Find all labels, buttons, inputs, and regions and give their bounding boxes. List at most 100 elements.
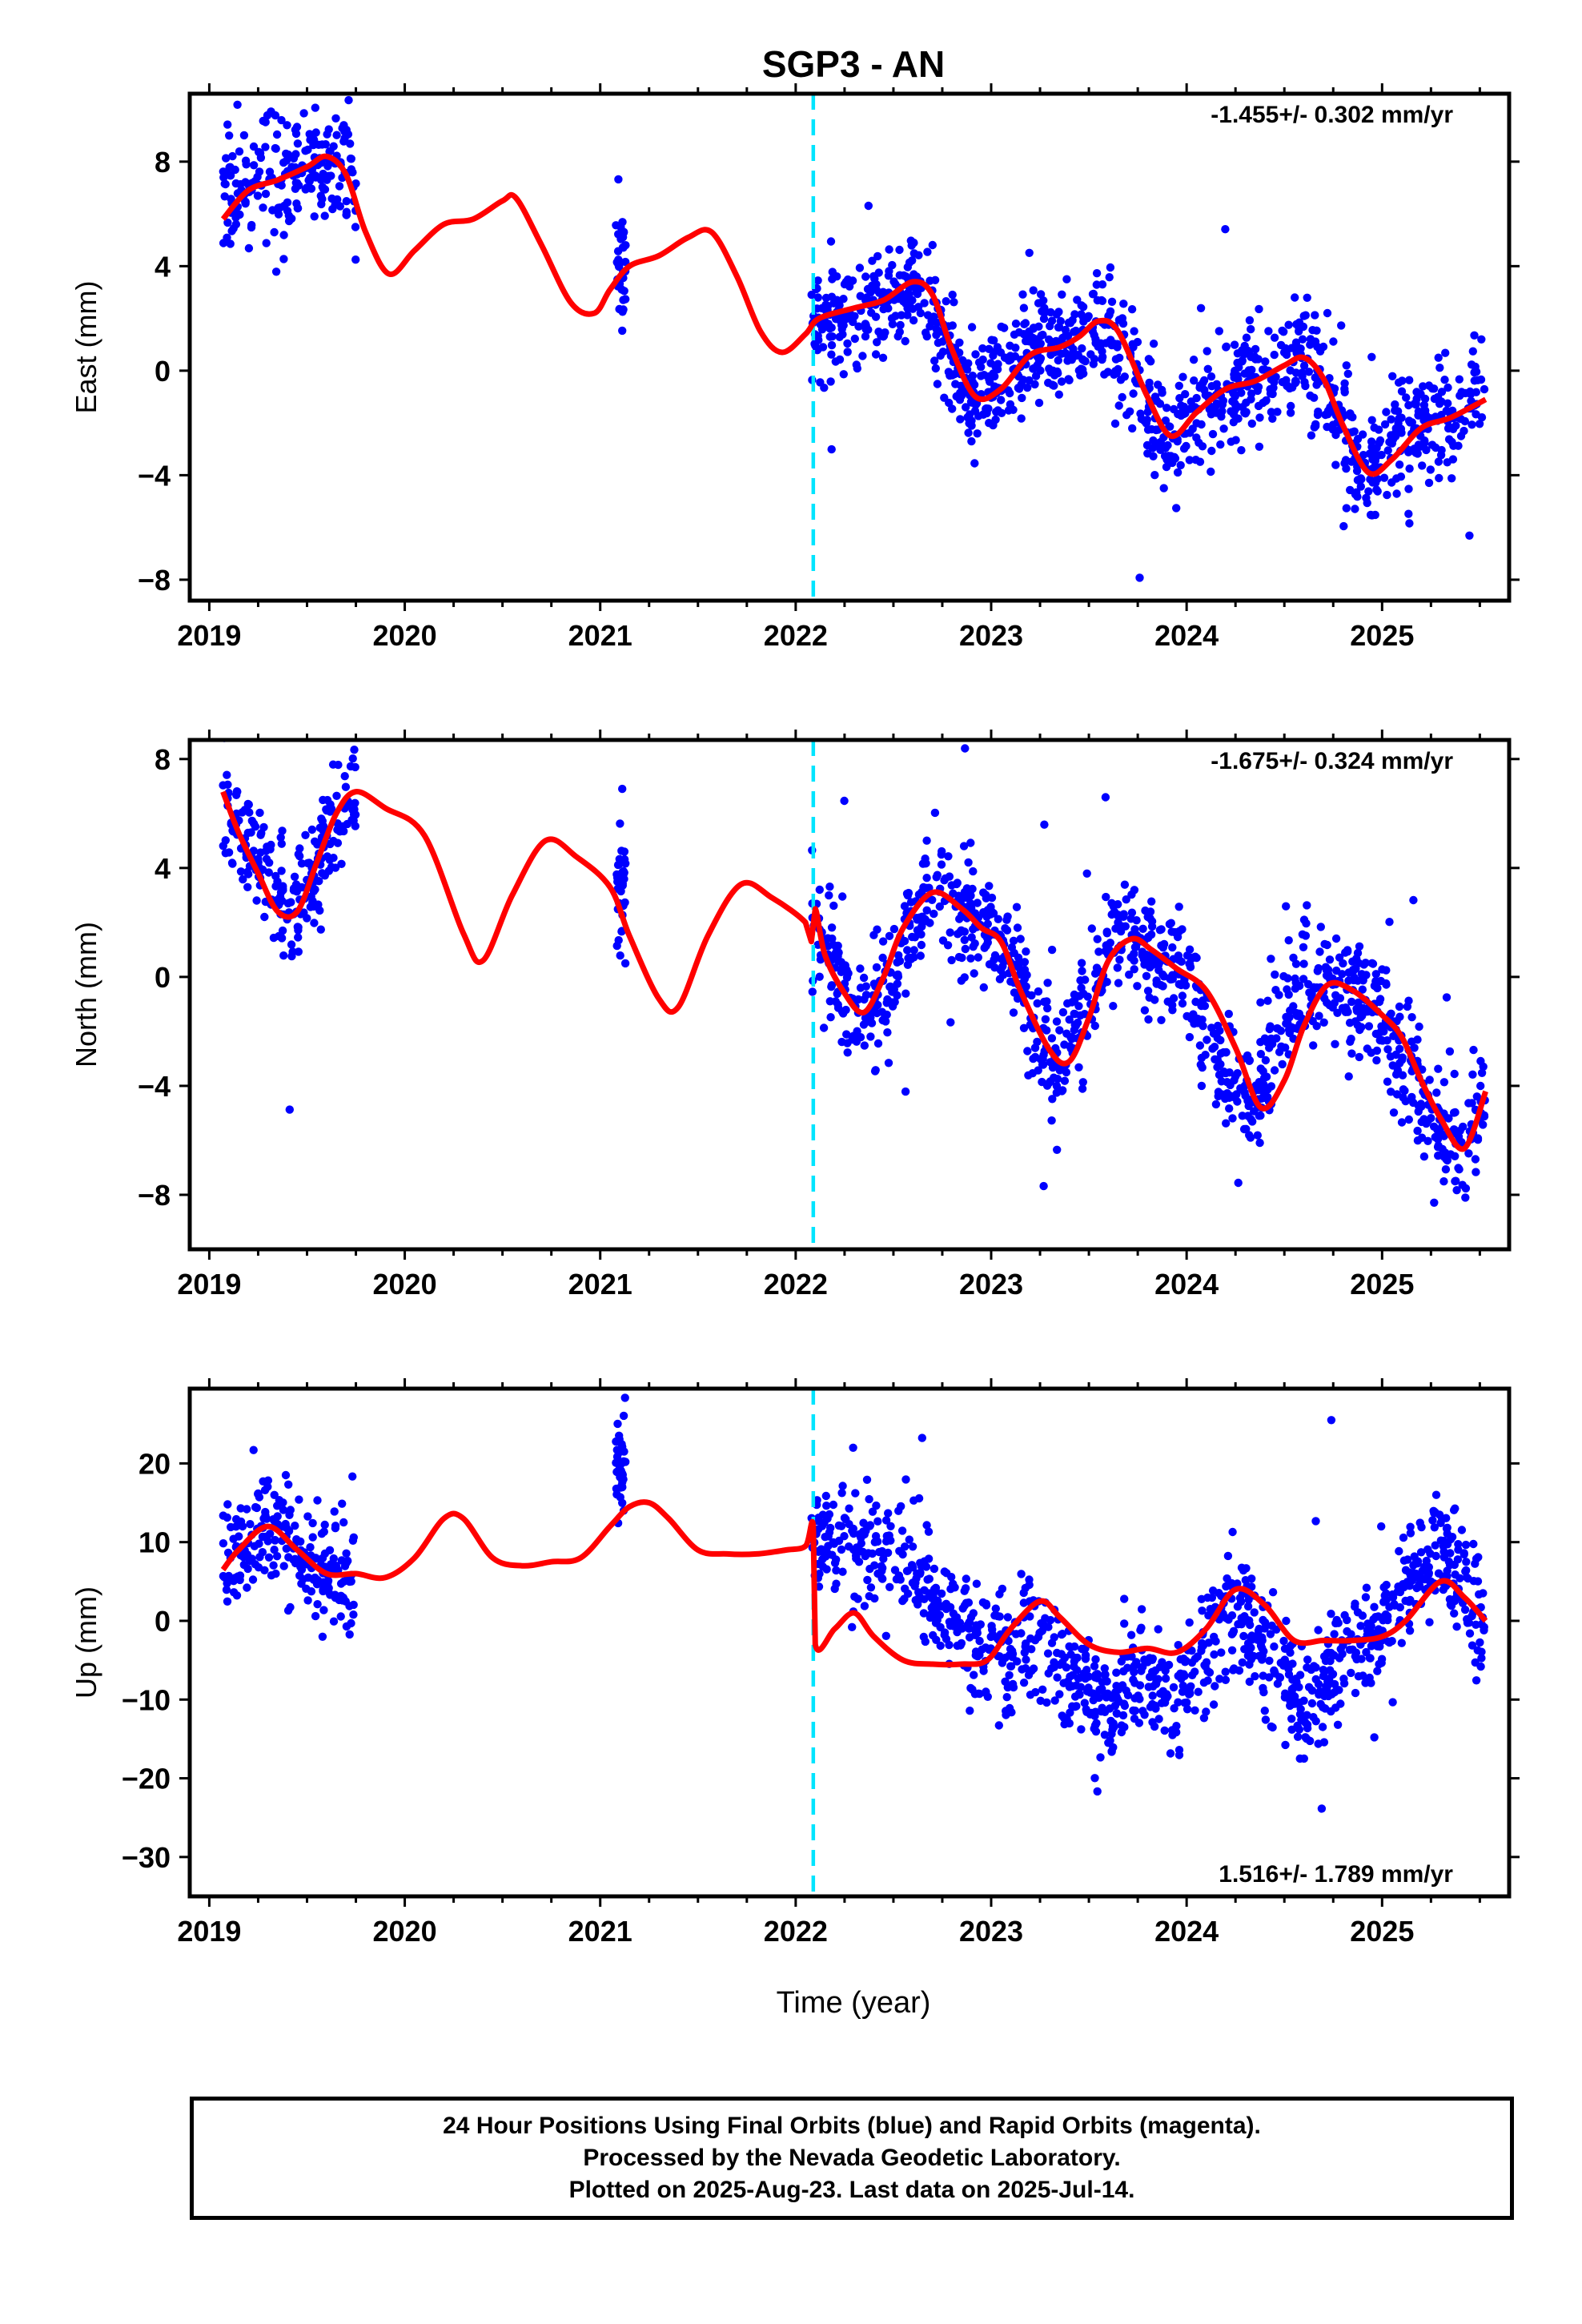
observation-point [1202, 1707, 1211, 1716]
observation-point [1168, 943, 1177, 952]
observation-point [1405, 376, 1414, 384]
observation-point [968, 377, 978, 387]
observation-point [1469, 1577, 1479, 1586]
observation-point [1047, 945, 1057, 955]
observation-point [1229, 418, 1239, 427]
observation-point [233, 1572, 243, 1581]
observation-point [1083, 992, 1092, 1001]
observation-point [1251, 355, 1260, 364]
observation-point [1348, 957, 1357, 966]
observation-point [1286, 408, 1295, 417]
observation-point [1004, 386, 1013, 395]
observation-point [958, 356, 967, 365]
observation-point [231, 213, 240, 222]
observation-point [1003, 912, 1012, 921]
observation-point [232, 787, 242, 796]
observation-point [1127, 305, 1137, 314]
observation-point [1074, 1002, 1083, 1011]
observation-point [1036, 290, 1046, 299]
observation-point [1283, 985, 1291, 994]
observation-point [1058, 1086, 1067, 1095]
observation-point [1437, 445, 1446, 455]
observation-point [840, 796, 849, 806]
observation-point [1197, 1647, 1206, 1655]
observation-point [1317, 1804, 1327, 1813]
observation-point [1013, 1657, 1022, 1666]
observation-point [320, 211, 329, 220]
observation-point [245, 1555, 255, 1564]
observation-point [320, 1549, 330, 1558]
observation-point [1363, 1619, 1372, 1628]
observation-point [1198, 442, 1207, 451]
observation-point [1062, 275, 1071, 283]
observation-point [1245, 316, 1255, 325]
observation-point [1106, 1736, 1114, 1745]
panel-north: North (mm)2019 2020 2021 2022 2023 2024 2025−8… [70, 730, 1520, 1301]
observation-point [886, 1536, 895, 1545]
x-tick-label: 2025 [1350, 1915, 1414, 1948]
observation-point [1070, 1009, 1078, 1019]
observation-point [1174, 903, 1183, 911]
north-model-curve [220, 789, 1489, 1152]
observation-point [1039, 1181, 1048, 1191]
observation-point [909, 946, 918, 955]
observation-point [1343, 369, 1353, 378]
observation-point [1005, 1671, 1014, 1679]
observation-point [223, 120, 232, 129]
panel-east: East (mm)2019 2020 2021 2022 2023 2024 2025−8−… [70, 83, 1520, 652]
observation-point [828, 275, 837, 283]
observation-point [867, 1019, 877, 1027]
observation-point [1174, 1698, 1182, 1707]
observation-point [813, 293, 822, 302]
observation-point [1279, 328, 1288, 336]
observation-point [1127, 890, 1136, 899]
observation-point [1140, 1711, 1149, 1719]
observation-point [619, 296, 628, 304]
observation-point [1405, 519, 1414, 528]
observation-point [1304, 368, 1314, 376]
observation-point [1120, 1619, 1129, 1628]
observation-point [903, 960, 913, 970]
observation-point [1018, 393, 1026, 403]
observation-point [1050, 371, 1059, 380]
observation-point [1227, 1646, 1237, 1655]
observation-point [1355, 942, 1364, 951]
observation-point [1019, 1023, 1029, 1033]
observation-point [1371, 510, 1379, 520]
observation-point [1170, 1704, 1178, 1713]
observation-point [1267, 955, 1275, 963]
observation-point [903, 311, 912, 320]
observation-point [320, 1520, 329, 1530]
observation-point [1102, 892, 1110, 902]
observation-point [342, 1622, 351, 1631]
observation-point [997, 322, 1006, 332]
observation-point [1310, 393, 1319, 402]
observation-point [878, 953, 887, 963]
observation-point [1316, 923, 1326, 931]
observation-point [873, 251, 882, 261]
observation-point [1234, 1178, 1243, 1188]
observation-point [950, 298, 958, 307]
observation-point [1245, 1131, 1254, 1140]
observation-point [1443, 1156, 1452, 1165]
observation-point [1425, 1618, 1434, 1626]
observation-point [1404, 400, 1413, 410]
observation-point [1443, 424, 1453, 433]
observation-point [1130, 943, 1140, 952]
observation-point [964, 858, 973, 867]
observation-point [346, 139, 355, 148]
observation-point [320, 172, 330, 181]
observation-point [1395, 414, 1403, 424]
observation-point [1112, 1709, 1122, 1718]
observation-point [1010, 330, 1019, 339]
observation-point [1477, 335, 1486, 344]
observation-point [1366, 475, 1375, 484]
observation-point [319, 1606, 328, 1614]
observation-point [1172, 1727, 1181, 1737]
observation-point [331, 1522, 340, 1530]
observation-point [1375, 1659, 1383, 1669]
observation-point [921, 1637, 930, 1647]
observation-point [1150, 471, 1159, 480]
observation-point [1273, 1679, 1283, 1688]
observation-point [1398, 1071, 1407, 1080]
